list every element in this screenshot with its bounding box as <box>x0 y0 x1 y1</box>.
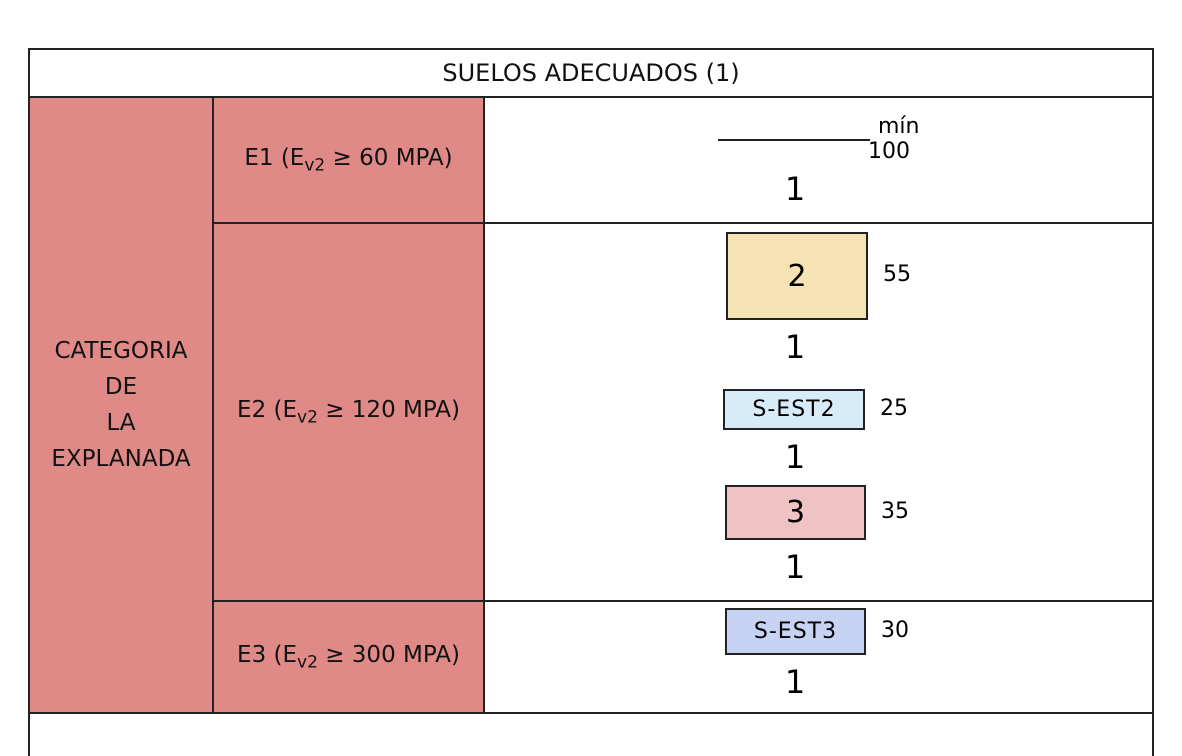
category-line: LA <box>106 410 136 436</box>
label-main: E2 (E <box>237 396 298 423</box>
base-soil: 1 <box>784 663 806 701</box>
layer-box: S-EST3 <box>725 608 866 655</box>
min-line <box>718 139 870 141</box>
row-label-text: E1 (Ev2 ≥ 60 MPA) <box>244 145 452 176</box>
base-soil: 1 <box>784 328 806 366</box>
layer-box: S-EST2 <box>723 389 865 430</box>
category-line: DE <box>104 374 138 400</box>
category-line: CATEGORIA <box>54 338 188 364</box>
row-label: E1 (Ev2 ≥ 60 MPA) <box>212 96 485 224</box>
thickness: 55 <box>883 262 911 287</box>
label-sub: v2 <box>297 407 318 428</box>
category-header: CATEGORIA DE LA EXPLANADA <box>28 96 214 714</box>
label-rest: ≥ 60 MPA) <box>325 144 453 171</box>
layer-box: 2 <box>726 232 868 320</box>
label-rest: ≥ 120 MPA) <box>317 396 460 423</box>
border <box>1152 712 1154 756</box>
section-cell <box>483 96 1154 224</box>
min-label: mín <box>878 114 920 139</box>
base-soil: 1 <box>784 438 806 476</box>
row-label-text: E3 (Ev2 ≥ 300 MPA) <box>237 642 460 673</box>
border <box>28 712 30 756</box>
row-label: E2 (Ev2 ≥ 120 MPA) <box>212 222 485 602</box>
thickness: 100 <box>868 139 910 164</box>
label-sub: v2 <box>304 155 326 176</box>
label-rest: ≥ 300 MPA) <box>317 641 460 668</box>
row-label-text: E2 (Ev2 ≥ 120 MPA) <box>237 397 460 428</box>
category-line: EXPLANADA <box>51 446 191 472</box>
table-title: SUELOS ADECUADOS (1) <box>28 48 1154 98</box>
label-main: E3 (E <box>237 641 298 668</box>
base-soil: 1 <box>784 548 806 586</box>
thickness: 25 <box>880 395 908 421</box>
section-cell <box>483 600 1154 714</box>
base-soil: 1 <box>784 170 806 208</box>
thickness: 35 <box>881 498 909 524</box>
label-main: E1 (E <box>244 144 305 171</box>
label-sub: v2 <box>297 652 318 673</box>
layer-box: 3 <box>725 485 866 540</box>
row-label: E3 (Ev2 ≥ 300 MPA) <box>212 600 485 714</box>
thickness: 30 <box>881 617 909 643</box>
